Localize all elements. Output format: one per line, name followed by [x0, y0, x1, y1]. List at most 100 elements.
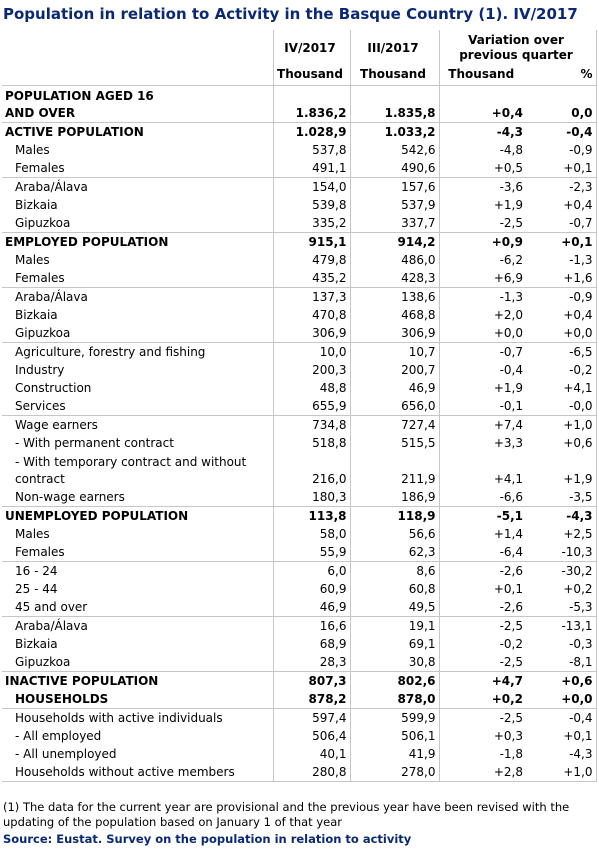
row-label: EMPLOYED POPULATION [2, 232, 273, 251]
value-iv-2017: 1.836,2 [272, 85, 350, 123]
value-iii-2017: 8,6 [349, 561, 439, 580]
value-iii-2017: 878,0 [349, 690, 439, 709]
variation-thousand: -5,1 [438, 506, 526, 525]
row-label: Males [15, 253, 50, 267]
header-unit-4: % [526, 63, 597, 86]
variation-percent: +1,0 [526, 415, 597, 434]
row-label: Bizkaia [15, 637, 58, 651]
value-iii-2017: 506,1 [349, 727, 439, 745]
variation-percent: -3,5 [526, 488, 597, 507]
table-row: Agriculture, forestry and fishing 10,0 10,… [2, 342, 597, 361]
table-row: 45 and over 46,9 49,5 -2,6 -5,3 [2, 598, 597, 617]
header-unit-3: Thousand [438, 63, 526, 86]
table-row: Araba/Álava 16,6 19,1 -2,5 -13,1 [2, 616, 597, 635]
variation-percent: +0,0 [526, 324, 597, 343]
variation-thousand: +3,3 [438, 434, 526, 452]
row-label: POPULATION AGED 16 AND OVER [2, 85, 273, 123]
population-table-container: IV/2017 III/2017 Variation over previous… [2, 30, 597, 782]
variation-percent: +0,0 [526, 690, 597, 709]
value-iv-2017: 655,9 [272, 397, 350, 416]
table-row: Industry 200,3 200,7 -0,4 -0,2 [2, 361, 597, 379]
variation-percent: -1,3 [526, 251, 597, 269]
table-row: Bizkaia 470,8 468,8 +2,0 +0,4 [2, 306, 597, 324]
value-iv-2017: 60,9 [272, 580, 350, 598]
value-iv-2017: 28,3 [272, 653, 350, 672]
value-iv-2017: 40,1 [272, 745, 350, 763]
variation-thousand: +2,0 [438, 306, 526, 324]
table-row: UNEMPLOYED POPULATION 113,8 118,9 -5,1 -4,3 [2, 506, 597, 525]
value-iii-2017: 727,4 [349, 415, 439, 434]
variation-percent: +0,1 [526, 727, 597, 745]
variation-percent: +1,0 [526, 763, 597, 782]
table-row: - With temporary contract and without co… [2, 452, 597, 488]
variation-percent: -0,4 [526, 708, 597, 727]
table-row: Wage earners 734,8 727,4 +7,4 +1,0 [2, 415, 597, 434]
value-iv-2017: 807,3 [272, 671, 350, 690]
table-row: 16 - 24 6,0 8,6 -2,6 -30,2 [2, 561, 597, 580]
table-row: - All employed 506,4 506,1 +0,3 +0,1 [2, 727, 597, 745]
variation-percent: -8,1 [526, 653, 597, 672]
variation-percent: -13,1 [526, 616, 597, 635]
variation-percent: +4,1 [526, 379, 597, 397]
value-iv-2017: 137,3 [272, 287, 350, 306]
variation-percent: -6,5 [526, 342, 597, 361]
variation-thousand: +0,3 [438, 727, 526, 745]
variation-percent: -0,7 [526, 214, 597, 233]
variation-thousand: +1,9 [438, 196, 526, 214]
variation-thousand: -6,6 [438, 488, 526, 507]
value-iv-2017: 113,8 [272, 506, 350, 525]
variation-thousand: -0,4 [438, 361, 526, 379]
value-iv-2017: 154,0 [272, 177, 350, 196]
variation-thousand: -2,5 [438, 653, 526, 672]
header-blank-2 [2, 63, 273, 86]
variation-percent: +1,9 [526, 452, 597, 488]
row-label: - All unemployed [15, 747, 117, 761]
variation-thousand: -0,2 [438, 635, 526, 653]
value-iii-2017: 599,9 [349, 708, 439, 727]
value-iii-2017: 200,7 [349, 361, 439, 379]
variation-thousand: -2,6 [438, 598, 526, 617]
variation-thousand: -2,5 [438, 214, 526, 233]
variation-thousand: +4,1 [438, 452, 526, 488]
table-row: Gipuzkoa 306,9 306,9 +0,0 +0,0 [2, 324, 597, 343]
source-note: Source: Eustat. Survey on the population… [3, 832, 412, 846]
table-row: HOUSEHOLDS 878,2 878,0 +0,2 +0,0 [2, 690, 597, 709]
value-iii-2017: 515,5 [349, 434, 439, 452]
value-iv-2017: 46,9 [272, 598, 350, 617]
row-label: Households with active individuals [2, 708, 273, 727]
table-row: Households with active individuals 597,4 5… [2, 708, 597, 727]
variation-percent: +0,4 [526, 196, 597, 214]
variation-thousand: -6,2 [438, 251, 526, 269]
table-row: Females 435,2 428,3 +6,9 +1,6 [2, 269, 597, 288]
value-iv-2017: 470,8 [272, 306, 350, 324]
table-row: - With permanent contract 518,8 515,5 +3,3 +… [2, 434, 597, 452]
header-iii-2017: III/2017 [349, 30, 439, 63]
row-label: Gipuzkoa [15, 216, 71, 230]
table-row: 25 - 44 60,9 60,8 +0,1 +0,2 [2, 580, 597, 598]
value-iv-2017: 734,8 [272, 415, 350, 434]
table-row: Gipuzkoa 335,2 337,7 -2,5 -0,7 [2, 214, 597, 233]
value-iii-2017: 468,8 [349, 306, 439, 324]
value-iv-2017: 915,1 [272, 232, 350, 251]
value-iv-2017: 58,0 [272, 525, 350, 543]
row-label: Araba/Álava [2, 616, 273, 635]
variation-thousand: +0,1 [438, 580, 526, 598]
row-label: - With permanent contract [15, 436, 174, 450]
variation-percent: +0,6 [526, 434, 597, 452]
row-label: Wage earners [2, 415, 273, 434]
table-row: Non-wage earners 180,3 186,9 -6,6 -3,5 [2, 488, 597, 507]
row-label: UNEMPLOYED POPULATION [2, 506, 273, 525]
variation-thousand: -2,6 [438, 561, 526, 580]
table-row: Services 655,9 656,0 -0,1 -0,0 [2, 397, 597, 416]
table-row: Males 58,0 56,6 +1,4 +2,5 [2, 525, 597, 543]
value-iv-2017: 306,9 [272, 324, 350, 343]
value-iii-2017: 60,8 [349, 580, 439, 598]
variation-percent: -0,2 [526, 361, 597, 379]
row-label: HOUSEHOLDS [15, 692, 109, 706]
table-row: Araba/Álava 137,3 138,6 -1,3 -0,9 [2, 287, 597, 306]
population-table: IV/2017 III/2017 Variation over previous… [2, 30, 597, 782]
value-iii-2017: 486,0 [349, 251, 439, 269]
variation-thousand: -0,7 [438, 342, 526, 361]
value-iii-2017: 56,6 [349, 525, 439, 543]
value-iii-2017: 278,0 [349, 763, 439, 782]
